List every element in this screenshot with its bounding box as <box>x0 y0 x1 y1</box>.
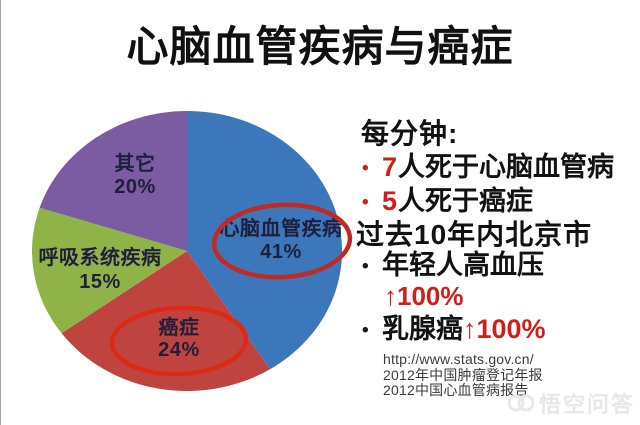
trend-label: 年轻人高血压 <box>382 250 544 280</box>
bullet-icon: • <box>362 320 369 341</box>
watermark-text: 悟空问答 <box>538 392 635 417</box>
trend-breast-cancer: • 乳腺癌↑100% <box>356 314 640 346</box>
trend-hypertension: • 年轻人高血压 <box>356 250 640 282</box>
page-title: 心脑血管疾病与癌症 <box>126 23 514 70</box>
pie-label: 呼吸系统疾病 <box>39 245 162 269</box>
watermark: 悟空问答 <box>507 387 635 419</box>
pie-label: 其它 <box>115 151 156 175</box>
annotation-ellipse-1 <box>211 202 353 280</box>
source-line: 2012年中国肿瘤登记年报 <box>383 366 543 383</box>
pie-slice-2 <box>61 251 271 392</box>
source-list: http://www.stats.gov.cn/ 2012年中国肿瘤登记年报 2… <box>356 351 640 399</box>
trend-hypertension-stat: ↑100% <box>384 281 464 311</box>
wukong-logo-icon <box>507 394 534 412</box>
annotation-ellipse-2 <box>109 305 249 377</box>
pie-label: 心脑血管疾病 <box>220 216 343 240</box>
pie-label: 癌症 <box>159 315 200 339</box>
bullet-icon: • <box>362 192 369 213</box>
source-line-url: http://www.stats.gov.cn/ <box>383 351 534 367</box>
panel-heading: 每分钟: <box>361 118 459 149</box>
pie-value: 20% <box>114 176 156 198</box>
minute-stat-cancer: • 5人死于癌症 <box>356 185 640 219</box>
source-line: 2012中国心血管病报告 <box>383 382 529 398</box>
pie-slice-3 <box>31 207 187 334</box>
panel-subheading: 过去10年内北京市 <box>356 219 593 250</box>
pie-slice-4 <box>39 111 187 251</box>
minute-stat-cardio: • 7人死于心脑血管病 <box>356 151 640 185</box>
pie-value: 24% <box>158 339 200 361</box>
pie-slice-1 <box>187 110 343 370</box>
stat-number: 5 <box>382 186 398 216</box>
pie-value: 15% <box>79 271 121 293</box>
left-edge-line <box>0 0 1 425</box>
pie-value: 41% <box>260 241 302 263</box>
stat-number: 7 <box>382 152 398 182</box>
trend-label: 乳腺癌 <box>382 314 463 344</box>
bullet-icon: • <box>362 158 369 179</box>
bullet-icon: • <box>362 256 369 277</box>
trend-stat: ↑100% <box>463 314 546 344</box>
stat-text: 人死于癌症 <box>398 186 534 216</box>
stats-panel: 每分钟: • 7人死于心脑血管病 • 5人死于癌症 过去10年内北京市 • 年轻人高血… <box>356 116 640 399</box>
stat-text: 人死于心脑血管病 <box>398 152 615 182</box>
